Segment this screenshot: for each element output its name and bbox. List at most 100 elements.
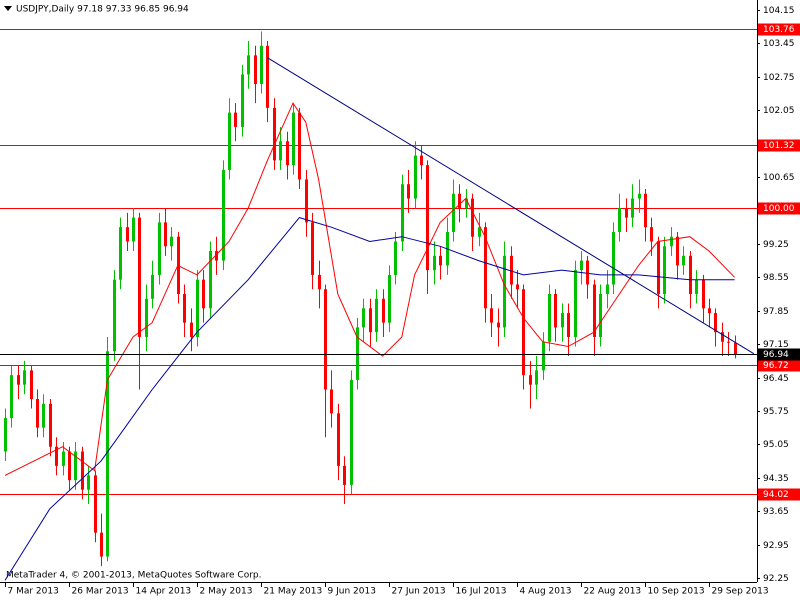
candle-body [68,451,71,481]
y-tick-label: 104.15 [763,6,795,16]
candle-body [471,198,474,237]
candle-body [702,279,705,309]
candle-body [676,236,679,266]
candle-body [567,313,570,337]
y-tick-label: 103.45 [763,39,795,49]
candle-body [580,260,583,271]
candle-body [369,308,372,333]
candle-body [286,141,289,166]
x-tick-label: 22 Aug 2013 [584,587,642,597]
candle-body [414,155,417,199]
candle-body [548,294,551,342]
y-tick-label: 99.25 [763,240,789,250]
y-tick-label: 92.95 [763,541,789,551]
candle-body [670,236,673,247]
y-tick-label: 97.15 [763,340,789,350]
candle-body [618,208,621,232]
candle-body [650,227,653,242]
x-tick-label: 7 Mar 2013 [8,587,59,597]
candle-body [222,169,225,261]
candle-body [23,370,26,385]
candle-body [657,241,660,294]
candle-body [727,341,730,343]
y-tick-label: 102.75 [763,73,795,83]
x-tick-label: 2 May 2013 [200,587,253,597]
candle-body [17,375,20,385]
candle-body [490,308,493,323]
candle-body [151,274,154,299]
candle-body [62,451,65,466]
candle-body [439,255,442,266]
candle-body [145,298,148,337]
candle-body [292,112,295,166]
x-tick-label: 27 Jun 2013 [392,587,446,597]
level-label: 100.00 [763,204,795,214]
candle-body [234,112,237,127]
candle-body [228,112,231,170]
candle-body [196,279,199,337]
y-tick-label: 95.05 [763,440,789,450]
candle-body [362,308,365,328]
candle-body [330,389,333,414]
candle-body [81,451,84,490]
candle-body [254,55,257,84]
y-tick-label: 93.65 [763,507,789,517]
x-tick-label: 16 Jul 2013 [456,587,507,597]
candle-body [458,193,461,209]
candle-body [318,274,321,290]
y-tick-label: 97.85 [763,307,789,317]
candle-body [394,241,397,275]
candle-body [247,55,250,75]
candle-body [55,446,58,466]
candle-body [42,403,45,428]
level-label-box [758,139,800,152]
candle-body [554,294,557,328]
candle-body [516,284,519,290]
candle-body [74,451,77,481]
candle-body [644,193,647,228]
y-tick-label: 95.75 [763,407,789,417]
candle-body [170,236,173,247]
level-label-box [758,488,800,501]
candle-body [94,475,97,533]
candle-body [183,294,186,323]
x-tick-label: 9 Jun 2013 [328,587,376,597]
candle-body [452,193,455,232]
candle-body [606,284,609,294]
candle-body [260,45,263,84]
level-label-box [758,202,800,215]
candle-body [535,370,538,385]
candle-body [164,222,167,247]
candle-body [497,322,500,328]
candle-body [100,532,103,557]
y-tick-label: 102.05 [763,106,795,116]
candle-body [209,251,212,309]
level-label: 101.32 [763,141,795,151]
candle-body [663,246,666,294]
candle-body [298,112,301,180]
candle-body [631,198,634,218]
last-price-box [758,348,800,361]
candle-body [305,179,308,223]
candle-body [561,313,564,328]
candle-body [465,198,468,209]
level-label: 96.72 [763,361,789,371]
level-label: 94.02 [763,490,789,500]
candle-body [190,322,193,337]
candle-body [638,193,641,199]
menu-icon[interactable] [4,6,12,11]
candle-body [612,231,615,285]
candle-body [625,208,628,218]
candle-body [132,217,135,242]
candle-body [401,184,404,242]
candle-body [714,313,717,333]
x-tick-label: 26 Mar 2013 [72,587,129,597]
candle-body [119,227,122,280]
indicator-line [267,57,755,355]
candle-body [382,298,385,323]
candle-body [202,279,205,309]
candle-body [542,341,545,371]
candle-body [420,155,423,166]
